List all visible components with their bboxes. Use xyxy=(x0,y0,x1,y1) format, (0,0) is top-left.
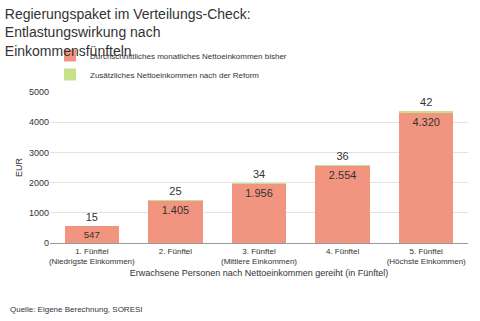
svg-text:1.956: 1.956 xyxy=(245,187,273,199)
svg-text:Quelle: Eigene Berechnung, SOR: Quelle: Eigene Berechnung, SORESI xyxy=(10,305,143,314)
svg-text:34: 34 xyxy=(253,168,265,180)
svg-text:547: 547 xyxy=(84,229,100,240)
svg-text:4.320: 4.320 xyxy=(412,116,440,128)
svg-text:1. Fünftel(Niedrigste Einkomme: 1. Fünftel(Niedrigste Einkommen) xyxy=(49,247,135,266)
svg-text:2000: 2000 xyxy=(29,178,49,188)
svg-text:25: 25 xyxy=(169,185,181,197)
svg-text:2.554: 2.554 xyxy=(329,169,357,181)
svg-text:1.405: 1.405 xyxy=(162,204,190,216)
svg-text:3000: 3000 xyxy=(29,148,49,158)
svg-text:0: 0 xyxy=(44,238,49,248)
svg-text:15: 15 xyxy=(86,211,98,223)
svg-text:3. Fünftel(Mittlere Einkommen): 3. Fünftel(Mittlere Einkommen) xyxy=(221,247,297,266)
svg-text:Durchschnittliches monatliches: Durchschnittliches monatliches Nettoeink… xyxy=(90,52,287,61)
svg-text:Regierungspaket im Verteilungs: Regierungspaket im Verteilungs-Check:Ent… xyxy=(5,6,251,58)
svg-text:4000: 4000 xyxy=(29,117,49,127)
svg-text:Zusätzliches Nettoeinkommen na: Zusätzliches Nettoeinkommen nach der Ref… xyxy=(90,71,259,80)
svg-text:1000: 1000 xyxy=(29,208,49,218)
svg-text:5. Fünftel(Höchste Einkommen): 5. Fünftel(Höchste Einkommen) xyxy=(387,247,466,266)
svg-text:36: 36 xyxy=(336,150,348,162)
svg-text:EUR: EUR xyxy=(14,158,24,178)
svg-text:5000: 5000 xyxy=(29,87,49,97)
svg-text:2. Fünftel: 2. Fünftel xyxy=(159,247,193,256)
svg-text:42: 42 xyxy=(420,96,432,108)
svg-text:Erwachsene Personen nach Netto: Erwachsene Personen nach Nettoeinkommen … xyxy=(130,268,389,278)
svg-text:4. Fünftel: 4. Fünftel xyxy=(326,247,360,256)
